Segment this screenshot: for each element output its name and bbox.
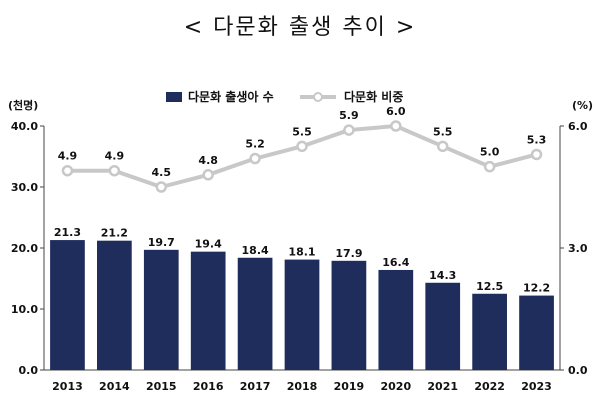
line-point bbox=[436, 140, 449, 153]
line-data-label: 4.8 bbox=[198, 154, 218, 167]
bar-data-label: 19.4 bbox=[195, 238, 222, 251]
line-data-label: 5.2 bbox=[245, 138, 265, 151]
bar-data-label: 21.2 bbox=[101, 227, 128, 240]
line-series bbox=[61, 120, 543, 193]
legend-bar-label: 다문화 출생아 수 bbox=[188, 89, 274, 104]
line-point bbox=[296, 140, 308, 153]
legend-line-label: 다문화 비중 bbox=[344, 89, 403, 104]
bar-data-label: 18.4 bbox=[242, 244, 269, 257]
line-point bbox=[108, 164, 121, 177]
bar bbox=[237, 257, 273, 370]
line-data-label: 5.5 bbox=[433, 125, 453, 138]
x-ticks: 2013 2014 2015 2016 2017 2018 2019 2020 2021 2022… bbox=[52, 380, 552, 393]
line-point bbox=[483, 160, 496, 173]
x-tick-label: 2014 bbox=[99, 380, 130, 393]
x-tick-label: 2023 bbox=[521, 380, 552, 393]
x-tick-label: 2015 bbox=[146, 380, 177, 393]
right-ticks: 0.0 3.0 6.0 bbox=[560, 120, 588, 377]
bar bbox=[519, 295, 554, 370]
line-data-label: 4.5 bbox=[152, 166, 172, 179]
line-point bbox=[390, 120, 402, 132]
left-tick-label: 30.0 bbox=[11, 181, 38, 194]
x-tick-label: 2017 bbox=[240, 380, 271, 393]
bar-data-label: 17.9 bbox=[335, 247, 362, 260]
line-point bbox=[202, 169, 214, 181]
legend-bar-swatch bbox=[166, 92, 182, 102]
legend-line-marker bbox=[313, 92, 323, 102]
bar-data-label: 12.5 bbox=[476, 280, 503, 293]
left-tick-label: 40.0 bbox=[11, 120, 38, 133]
bar bbox=[284, 259, 320, 370]
bar bbox=[50, 240, 85, 370]
bar-data-label: 14.3 bbox=[429, 269, 456, 282]
x-tick-label: 2013 bbox=[52, 380, 83, 393]
line-point bbox=[530, 148, 543, 161]
bar bbox=[331, 260, 367, 370]
line-data-label: 4.9 bbox=[105, 150, 125, 163]
line-data-label: 5.9 bbox=[339, 109, 359, 122]
bar bbox=[378, 269, 414, 370]
line-point bbox=[343, 124, 355, 136]
right-tick-label: 6.0 bbox=[568, 120, 588, 133]
line-point bbox=[155, 181, 168, 193]
x-tick-label: 2022 bbox=[474, 380, 505, 393]
left-ticks: 0.0 10.0 20.0 30.0 40.0 bbox=[11, 120, 44, 377]
line-data-label: 4.9 bbox=[58, 150, 78, 163]
line-data-label: 6.0 bbox=[386, 105, 406, 118]
line-data-labels: 4.9 4.9 4.5 4.8 5.2 5.5 5.9 6.0 5.5 5.0 5.3 bbox=[58, 105, 547, 179]
bar bbox=[190, 251, 226, 370]
bar-data-labels: 21.3 21.2 19.7 19.4 18.4 18.1 17.9 16.4 14.3 12.5… bbox=[54, 226, 550, 295]
bar-series bbox=[50, 240, 554, 370]
x-tick-label: 2016 bbox=[193, 380, 224, 393]
left-tick-label: 20.0 bbox=[11, 242, 38, 255]
x-tick-label: 2021 bbox=[427, 380, 458, 393]
line-point bbox=[61, 164, 74, 177]
line-point bbox=[249, 152, 261, 165]
left-axis-unit: (천명) bbox=[8, 98, 38, 112]
x-tick-label: 2019 bbox=[334, 380, 365, 393]
bar-data-label: 12.2 bbox=[523, 282, 550, 295]
line-data-label: 5.0 bbox=[480, 146, 500, 159]
bar-data-label: 18.1 bbox=[288, 246, 315, 259]
left-tick-label: 10.0 bbox=[11, 303, 38, 316]
bar-data-label: 16.4 bbox=[382, 256, 409, 269]
bar bbox=[425, 282, 461, 370]
line-data-label: 5.5 bbox=[292, 125, 312, 138]
right-tick-label: 3.0 bbox=[568, 242, 588, 255]
line-data-label: 5.3 bbox=[527, 133, 547, 146]
right-tick-label: 0.0 bbox=[568, 364, 588, 377]
x-tick-label: 2018 bbox=[287, 380, 318, 393]
bar bbox=[97, 240, 132, 370]
bar bbox=[472, 293, 507, 370]
bar-data-label: 21.3 bbox=[54, 226, 81, 239]
right-axis-unit: (%) bbox=[572, 99, 593, 112]
chart-title: < 다문화 출생 추이 > bbox=[184, 15, 417, 40]
left-tick-label: 0.0 bbox=[19, 364, 39, 377]
bar-data-label: 19.7 bbox=[148, 236, 175, 249]
bar bbox=[143, 249, 179, 370]
legend: 다문화 출생아 수 다문화 비중 bbox=[166, 89, 403, 104]
x-tick-label: 2020 bbox=[381, 380, 412, 393]
